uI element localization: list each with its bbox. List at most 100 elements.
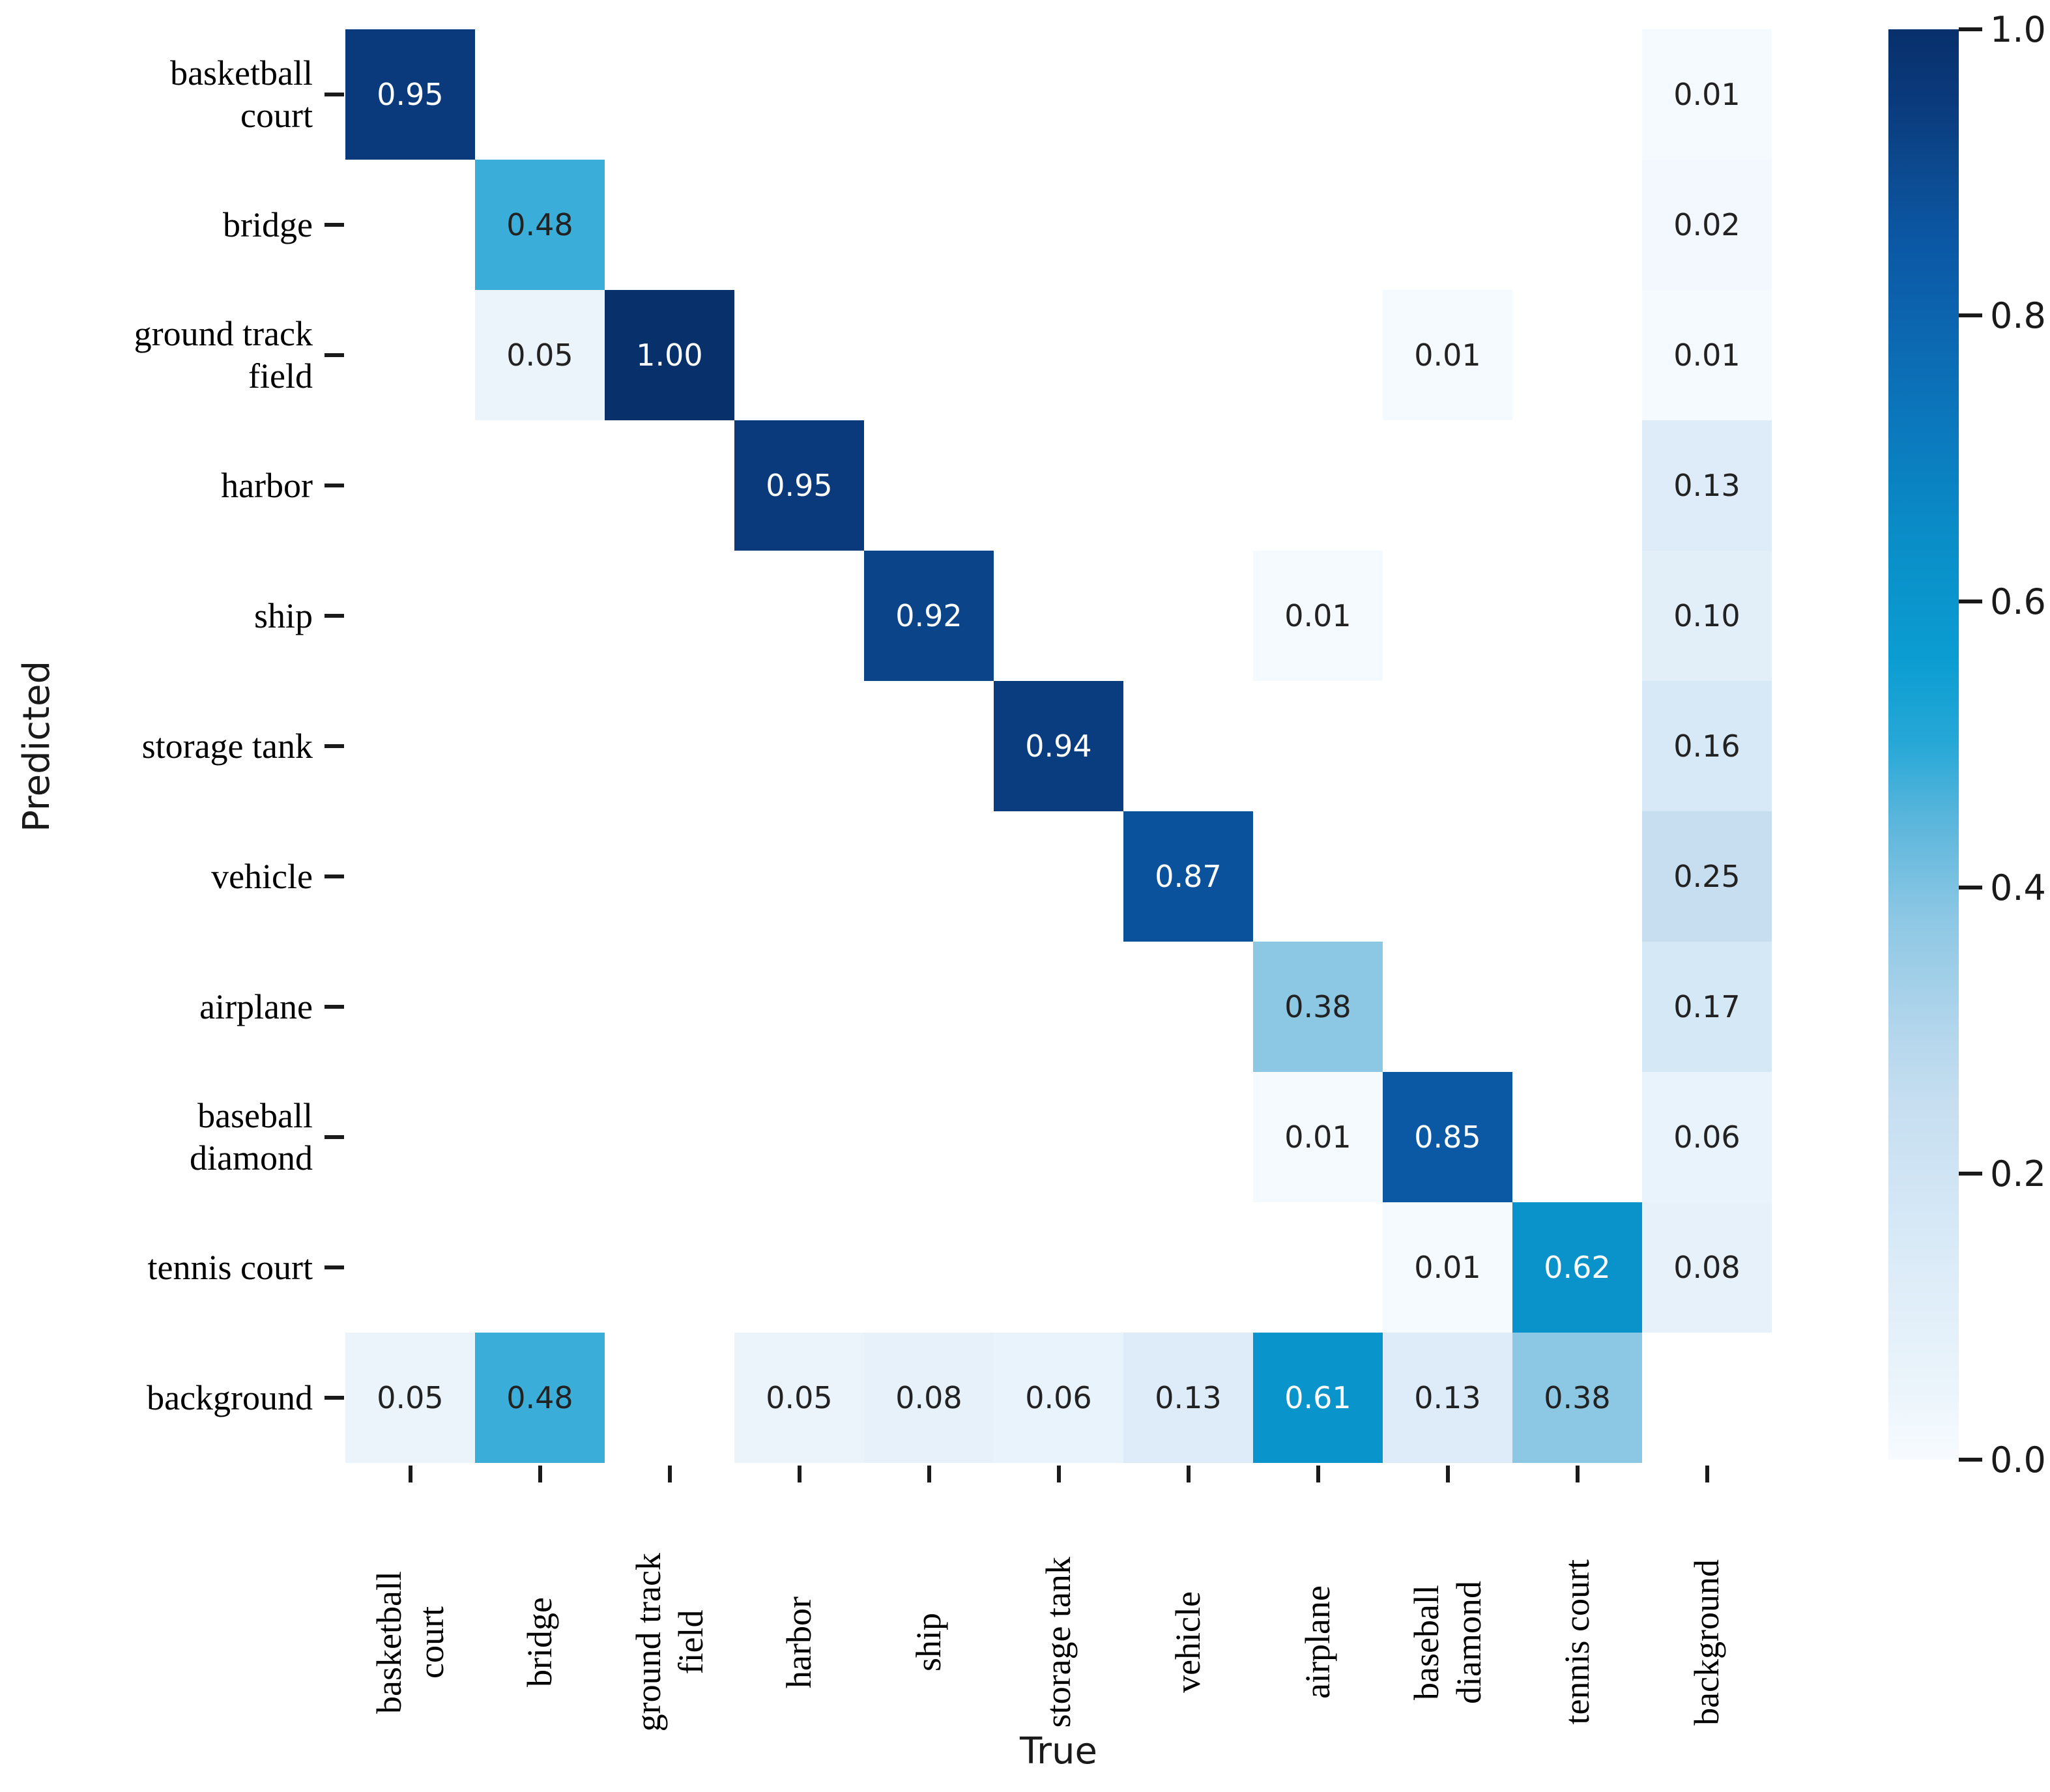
heatmap-cell: 0.38 — [1512, 1333, 1642, 1463]
heatmap-cell — [864, 29, 994, 160]
heatmap-cell — [345, 160, 475, 290]
heatmap-cell: 0.87 — [1123, 811, 1253, 942]
y-axis-tick — [325, 223, 344, 227]
heatmap-cell: 0.06 — [1642, 1072, 1772, 1202]
colorbar-tick — [1959, 1458, 1982, 1462]
heatmap-cell — [1253, 1202, 1383, 1333]
heatmap-cell — [1123, 1072, 1253, 1202]
heatmap-cell — [994, 942, 1123, 1072]
heatmap-cell — [345, 942, 475, 1072]
heatmap-cell — [1123, 942, 1253, 1072]
heatmap-cell — [345, 420, 475, 551]
heatmap-cell: 0.85 — [1383, 1072, 1512, 1202]
heatmap-cell — [994, 551, 1123, 681]
heatmap-cell — [605, 1072, 734, 1202]
heatmap-cell: 0.92 — [864, 551, 994, 681]
heatmap-cell — [1123, 160, 1253, 290]
colorbar-tick — [1959, 1172, 1982, 1176]
y-axis-tick-label: ground track field — [134, 314, 313, 396]
heatmap-cell — [1123, 1202, 1253, 1333]
heatmap-cell — [864, 811, 994, 942]
heatmap-cell — [734, 160, 864, 290]
heatmap-cell — [475, 551, 605, 681]
x-axis-tick — [1445, 1466, 1450, 1482]
heatmap-cell — [1123, 551, 1253, 681]
y-axis-tick — [325, 1396, 344, 1400]
heatmap-cell: 0.61 — [1253, 1333, 1383, 1463]
y-axis-tick — [325, 93, 344, 96]
x-axis-tick — [1316, 1466, 1320, 1482]
heatmap-cell — [1383, 29, 1512, 160]
heatmap-cell — [1383, 160, 1512, 290]
heatmap-cell: 0.01 — [1253, 1072, 1383, 1202]
heatmap-cell — [605, 160, 734, 290]
heatmap-cell — [994, 290, 1123, 420]
heatmap-cell — [1123, 29, 1253, 160]
heatmap-cell — [475, 420, 605, 551]
heatmap-cell — [1123, 420, 1253, 551]
heatmap-cell — [605, 420, 734, 551]
x-axis-tick-label-text: tennis court — [1557, 1559, 1597, 1725]
heatmap-cell: 0.16 — [1642, 681, 1772, 811]
x-axis-tick — [1186, 1466, 1191, 1482]
heatmap-cell — [1383, 420, 1512, 551]
heatmap-cell — [994, 1072, 1123, 1202]
y-axis-tick — [325, 353, 344, 357]
y-axis-tick-label: harbor — [221, 465, 313, 505]
heatmap-cell — [1512, 160, 1642, 290]
heatmap-cell — [475, 1072, 605, 1202]
heatmap-cell: 0.13 — [1642, 420, 1772, 551]
colorbar-tick — [1959, 886, 1982, 889]
heatmap-cell — [1383, 811, 1512, 942]
heatmap-cell: 0.01 — [1642, 290, 1772, 420]
heatmap-cell — [475, 1202, 605, 1333]
colorbar — [1888, 29, 1959, 1460]
colorbar-tick — [1959, 313, 1982, 317]
heatmap-cell — [994, 811, 1123, 942]
heatmap-cell: 0.01 — [1383, 290, 1512, 420]
colorbar-tick-label: 0.4 — [1990, 867, 2046, 908]
colorbar-tick-label: 0.2 — [1990, 1153, 2046, 1194]
y-axis-tick-label: basketball court — [170, 53, 313, 135]
heatmap-cell — [994, 29, 1123, 160]
heatmap-cell — [994, 1202, 1123, 1333]
heatmap-cell: 0.05 — [475, 290, 605, 420]
heatmap-cell — [605, 29, 734, 160]
x-axis-tick — [1056, 1466, 1061, 1482]
y-axis-tick — [325, 1005, 344, 1009]
x-axis-tick-label-text: basketball court — [369, 1570, 451, 1714]
heatmap-cell — [734, 681, 864, 811]
heatmap-cell — [864, 942, 994, 1072]
heatmap-cell — [1253, 681, 1383, 811]
heatmap-cell — [1512, 420, 1642, 551]
heatmap-cell — [605, 811, 734, 942]
x-axis-tick — [1575, 1466, 1580, 1482]
heatmap-cell: 0.01 — [1642, 29, 1772, 160]
heatmap-cell — [734, 1072, 864, 1202]
heatmap-grid: 0.95 0.01 0.48 0.02 0.05 1.00 0.01 0.01 0.95 0.13… — [345, 29, 1772, 1463]
heatmap-cell — [1512, 942, 1642, 1072]
heatmap-cell — [475, 942, 605, 1072]
y-axis-tick-label: storage tank — [141, 726, 313, 766]
heatmap-cell — [605, 681, 734, 811]
heatmap-cell — [605, 1202, 734, 1333]
y-axis-tick-label: vehicle — [211, 856, 313, 896]
heatmap-cell — [1383, 551, 1512, 681]
y-axis-tick — [325, 744, 344, 748]
heatmap-cell: 0.08 — [864, 1333, 994, 1463]
heatmap-cell — [1253, 811, 1383, 942]
heatmap-cell: 0.01 — [1253, 551, 1383, 681]
y-axis-tick-label: tennis court — [147, 1247, 313, 1287]
x-axis-tick-label-text: ground track field — [628, 1552, 710, 1732]
heatmap-cell — [734, 290, 864, 420]
heatmap-cell: 0.05 — [734, 1333, 864, 1463]
y-axis-tick — [325, 874, 344, 878]
heatmap-cell: 0.01 — [1383, 1202, 1512, 1333]
heatmap-cell: 0.02 — [1642, 160, 1772, 290]
heatmap-cell — [345, 1072, 475, 1202]
heatmap-cell — [1512, 551, 1642, 681]
y-axis-tick — [325, 1265, 344, 1269]
x-axis-tick-label-text: bridge — [520, 1597, 560, 1687]
x-axis-tick — [1705, 1466, 1709, 1482]
x-axis-tick-label-text: airplane — [1298, 1585, 1338, 1699]
